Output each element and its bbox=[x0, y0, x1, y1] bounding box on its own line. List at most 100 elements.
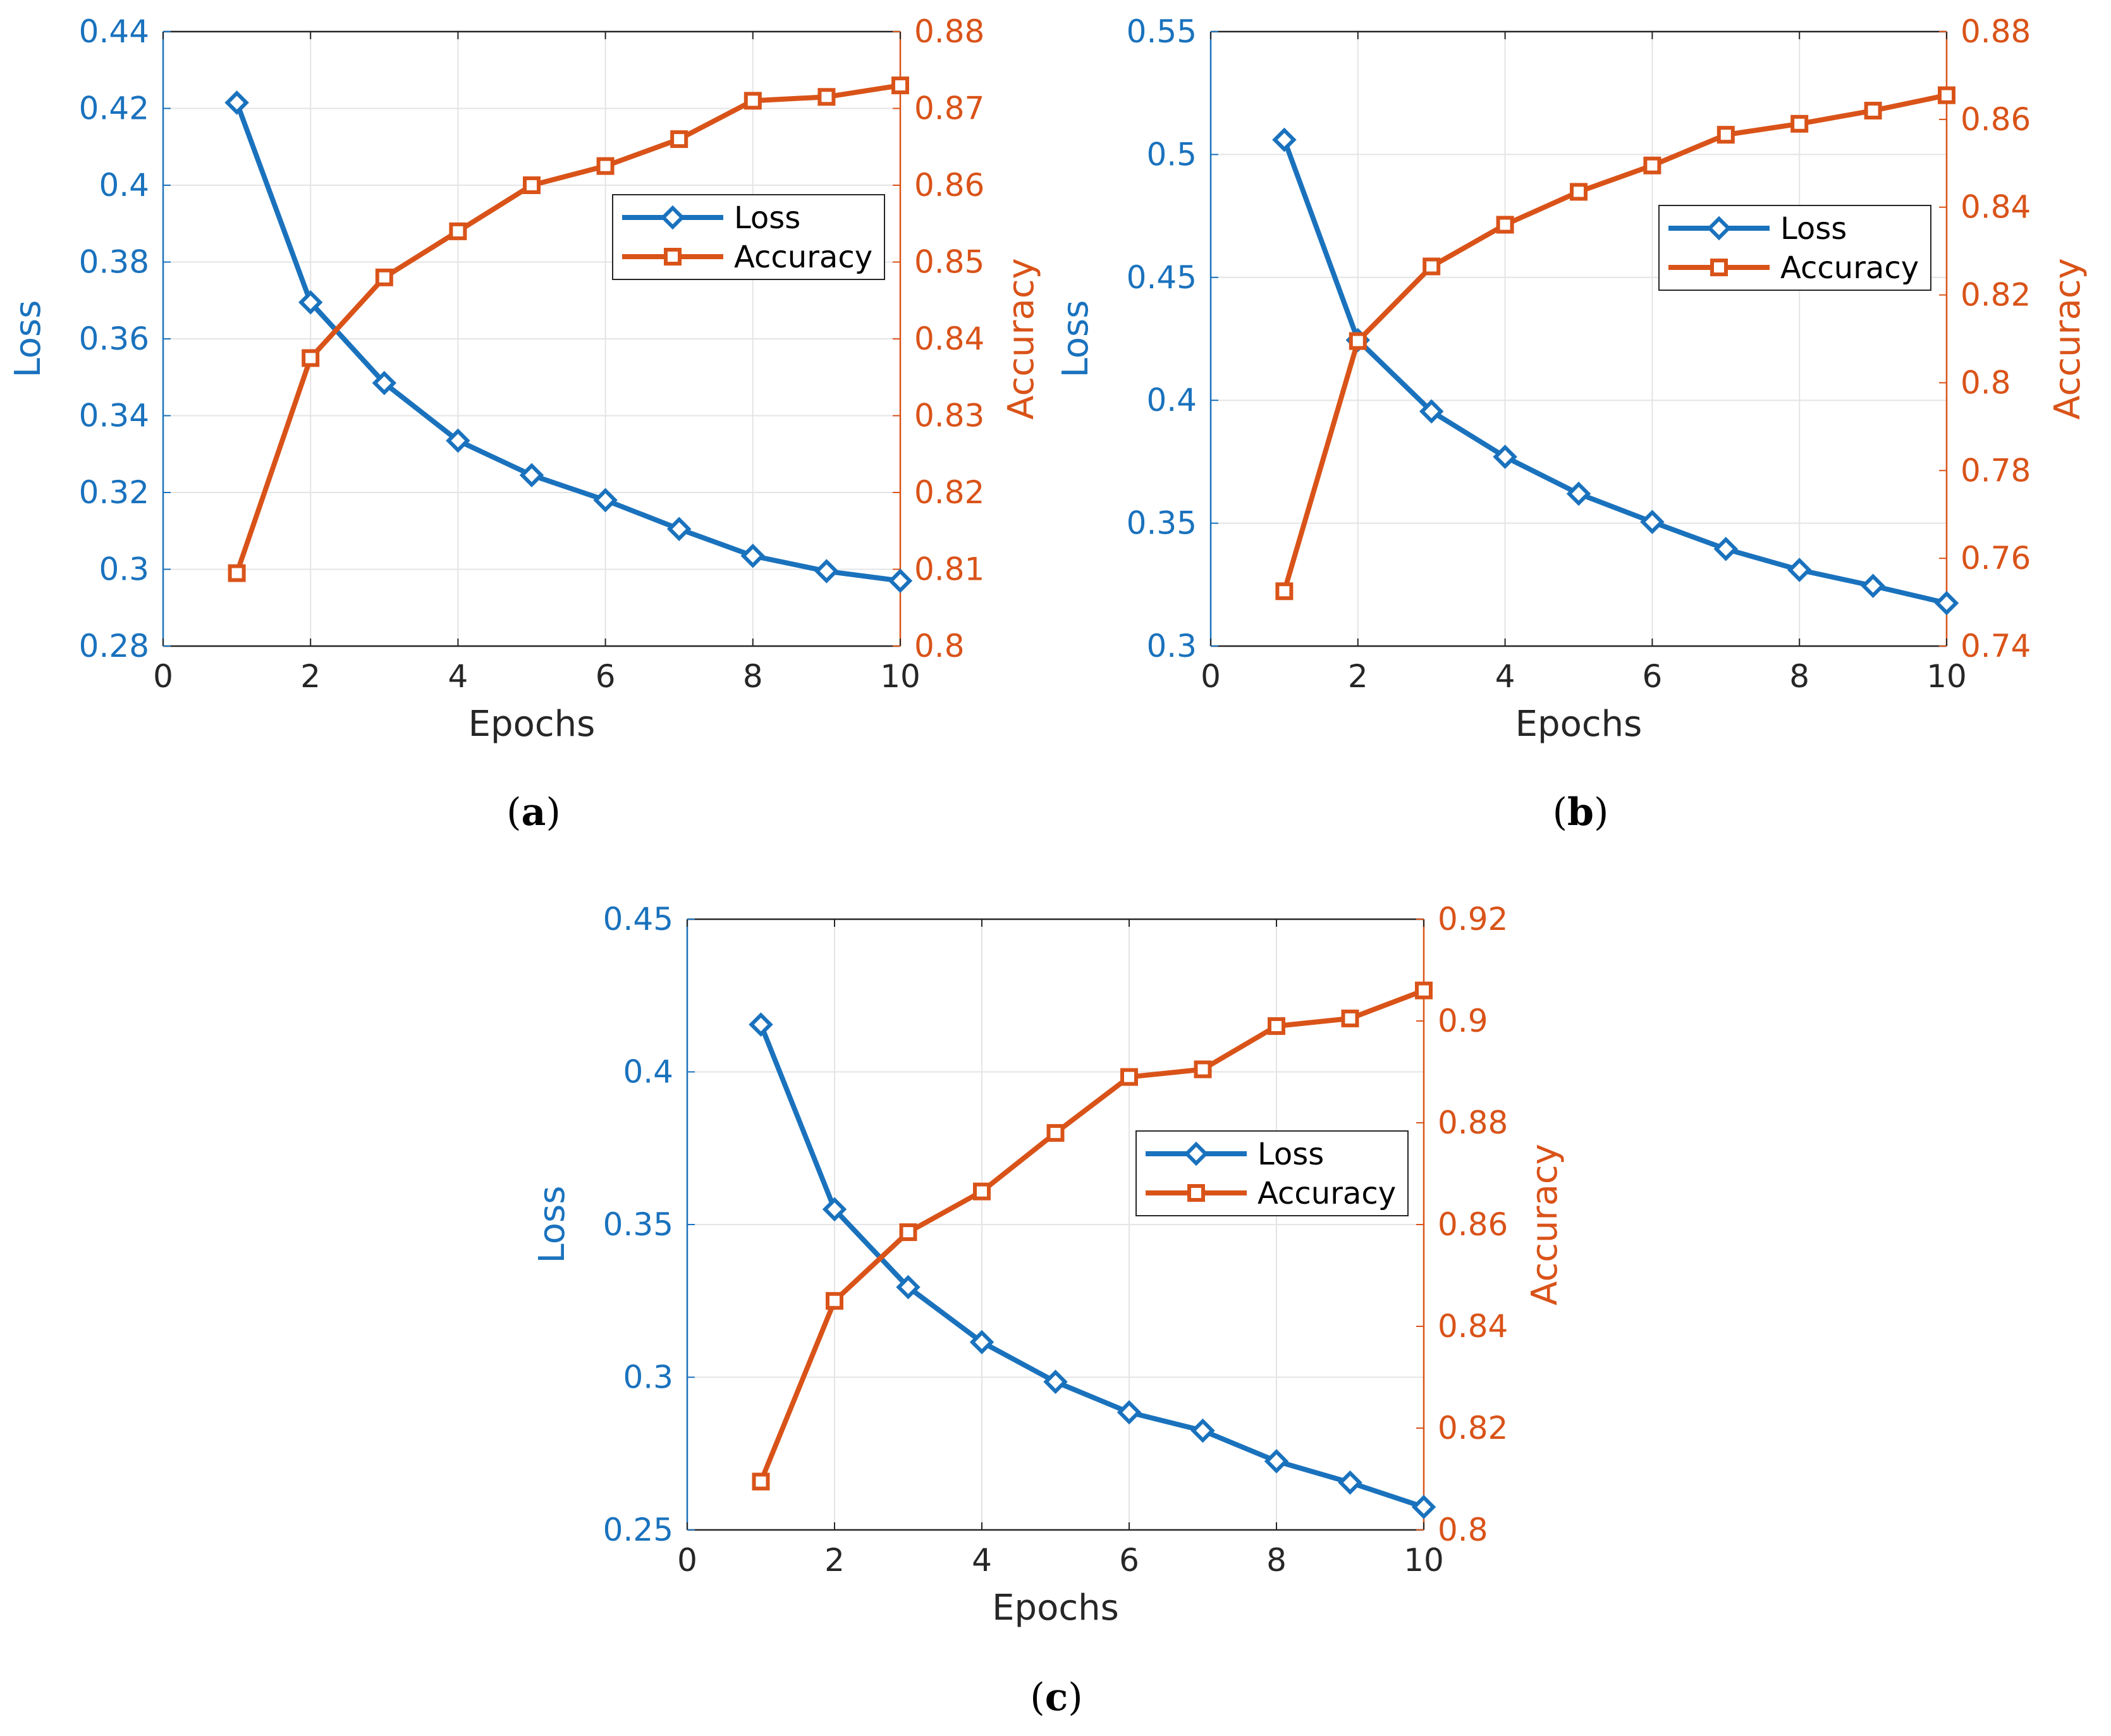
y-right-tick-label: 0.78 bbox=[1961, 452, 2031, 489]
data-point-accuracy bbox=[891, 76, 909, 95]
y-right-tick-label: 0.92 bbox=[1438, 901, 1508, 938]
data-point-loss bbox=[814, 559, 839, 584]
series-line-accuracy bbox=[1282, 92, 1947, 592]
y-right-tick-label: 0.81 bbox=[914, 551, 984, 588]
x-tick-label: 10 bbox=[880, 658, 921, 695]
x-tick-label: 4 bbox=[972, 1542, 992, 1579]
y-left-tick-label: 0.44 bbox=[79, 13, 149, 50]
data-point-accuracy bbox=[743, 92, 762, 110]
data-point-loss bbox=[519, 463, 544, 487]
series-line-loss bbox=[758, 1024, 1425, 1510]
x-tick-label: 8 bbox=[743, 658, 763, 695]
y-right-tick-label: 0.84 bbox=[1961, 189, 2031, 226]
y-left-tick-label: 0.35 bbox=[603, 1206, 673, 1243]
data-point-loss bbox=[1117, 1400, 1142, 1425]
data-point-loss bbox=[740, 543, 766, 568]
y-left-axis-label: Loss bbox=[8, 300, 49, 378]
y-left-tick-label: 0.45 bbox=[1127, 259, 1197, 296]
data-point-accuracy bbox=[1046, 1124, 1065, 1142]
data-point-loss bbox=[1861, 573, 1885, 598]
data-point-accuracy bbox=[1341, 1009, 1359, 1027]
data-point-loss bbox=[372, 370, 397, 396]
data-point-loss bbox=[896, 1274, 921, 1300]
y-right-tick-label: 0.88 bbox=[914, 13, 984, 50]
y-left-tick-label: 0.45 bbox=[603, 901, 673, 938]
data-point-loss bbox=[969, 1330, 994, 1355]
y-right-tick-label: 0.86 bbox=[1438, 1206, 1508, 1243]
y-left-tick-label: 0.28 bbox=[79, 628, 149, 664]
y-right-tick-label: 0.76 bbox=[1961, 540, 2031, 577]
y-right-tick-label: 0.84 bbox=[1438, 1308, 1508, 1345]
y-right-axis-label: Accuracy bbox=[2047, 258, 2088, 420]
data-point-accuracy bbox=[973, 1182, 991, 1201]
y-right-tick-label: 0.8 bbox=[914, 628, 965, 664]
data-point-accuracy bbox=[302, 349, 320, 367]
y-left-tick-label: 0.3 bbox=[623, 1359, 673, 1396]
x-tick-label: 0 bbox=[677, 1542, 697, 1579]
y-left-axis-label: Loss bbox=[532, 1186, 573, 1264]
series-line-accuracy bbox=[234, 83, 901, 574]
x-tick-label: 4 bbox=[1495, 658, 1515, 695]
data-point-accuracy bbox=[1570, 183, 1588, 201]
legend-box bbox=[1658, 205, 1931, 291]
data-point-loss bbox=[298, 290, 323, 315]
y-right-tick-label: 0.86 bbox=[914, 167, 984, 204]
y-right-tick-label: 0.82 bbox=[1438, 1410, 1508, 1446]
series-line-loss bbox=[234, 102, 901, 584]
data-point-accuracy bbox=[596, 157, 615, 175]
data-point-loss bbox=[1934, 590, 1959, 616]
panel-caption: (b) bbox=[1553, 790, 1609, 834]
legend-marker-loss bbox=[1184, 1141, 1209, 1166]
x-tick-label: 2 bbox=[1348, 658, 1368, 695]
series-line-loss bbox=[1282, 138, 1947, 606]
data-point-loss bbox=[749, 1012, 773, 1037]
legend-label-accuracy: Accuracy bbox=[734, 240, 872, 275]
data-point-accuracy bbox=[1349, 332, 1367, 350]
data-point-accuracy bbox=[228, 564, 246, 582]
data-point-accuracy bbox=[375, 268, 393, 286]
y-right-tick-label: 0.74 bbox=[1961, 628, 2031, 664]
legend-label-loss: Loss bbox=[734, 200, 800, 236]
y-right-tick-label: 0.8 bbox=[1961, 364, 2011, 401]
data-point-loss bbox=[1713, 537, 1739, 561]
legend-label-accuracy: Accuracy bbox=[1257, 1176, 1396, 1211]
y-left-tick-label: 0.4 bbox=[623, 1054, 673, 1091]
data-point-loss bbox=[1640, 510, 1665, 534]
y-right-tick-label: 0.84 bbox=[914, 321, 984, 357]
data-point-accuracy bbox=[1643, 156, 1661, 174]
x-axis-label: Epochs bbox=[1515, 704, 1643, 745]
data-point-accuracy bbox=[1716, 126, 1735, 144]
y-left-tick-label: 0.38 bbox=[79, 244, 149, 281]
data-point-loss bbox=[593, 487, 618, 513]
legend-marker-accuracy bbox=[1187, 1184, 1205, 1202]
legend-label-accuracy: Accuracy bbox=[1780, 250, 1919, 286]
y-right-tick-label: 0.82 bbox=[1961, 277, 2031, 314]
data-point-accuracy bbox=[817, 88, 836, 106]
panel-caption: (a) bbox=[506, 790, 561, 834]
legend-marker-loss bbox=[1706, 216, 1732, 241]
data-point-loss bbox=[666, 517, 692, 541]
x-tick-label: 6 bbox=[1642, 658, 1662, 695]
data-point-loss bbox=[224, 90, 249, 115]
y-right-axis-label: Accuracy bbox=[1524, 1144, 1565, 1305]
legend-box bbox=[612, 194, 885, 280]
data-point-loss bbox=[1411, 1495, 1436, 1520]
y-left-tick-label: 0.42 bbox=[79, 90, 149, 127]
data-point-loss bbox=[1787, 558, 1812, 582]
y-right-tick-label: 0.88 bbox=[1961, 13, 2031, 50]
data-point-loss bbox=[1493, 444, 1517, 469]
y-right-tick-label: 0.83 bbox=[914, 398, 984, 434]
legend-marker-accuracy bbox=[1710, 259, 1728, 276]
data-point-loss bbox=[1043, 1369, 1068, 1394]
x-tick-label: 0 bbox=[153, 658, 173, 695]
legend-marker-loss bbox=[660, 205, 685, 230]
legend: Loss Accuracy bbox=[612, 194, 885, 280]
y-left-tick-label: 0.55 bbox=[1127, 13, 1197, 50]
chart-panel-b: 0 2 4 6 8 10 0.3 0.35 0.4 0.45 0.5 0.55 0.74 0.76 0.78… bbox=[1055, 13, 2088, 834]
y-left-axis-label: Loss bbox=[1055, 300, 1096, 378]
data-point-accuracy bbox=[1194, 1060, 1212, 1079]
y-left-tick-label: 0.5 bbox=[1146, 136, 1197, 173]
